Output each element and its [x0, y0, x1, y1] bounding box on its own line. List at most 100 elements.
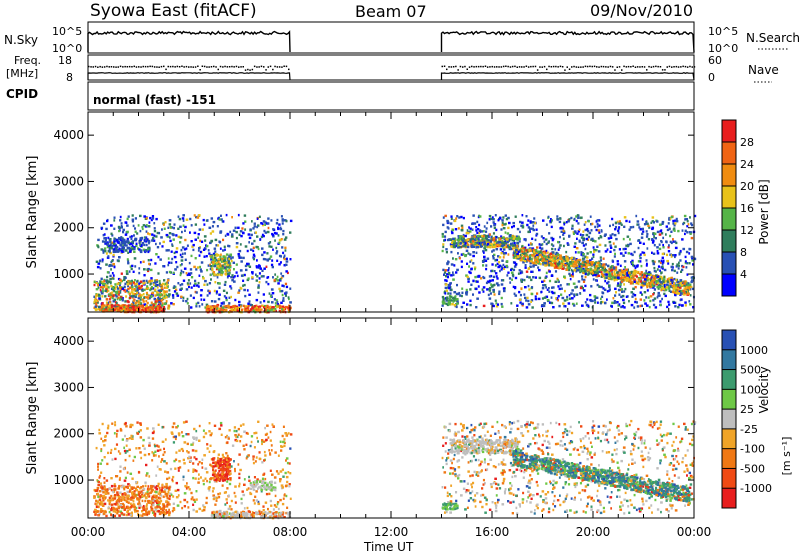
power-point — [247, 305, 250, 308]
power-point — [210, 265, 213, 268]
power-point — [635, 214, 638, 218]
power-point — [528, 257, 531, 261]
power-point — [449, 282, 452, 285]
power-point — [643, 253, 646, 257]
power-point — [235, 305, 239, 308]
power-point — [655, 274, 658, 277]
power-point — [619, 269, 623, 272]
power-point — [180, 269, 183, 272]
power-point — [109, 298, 111, 301]
freq-dot — [224, 65, 226, 68]
power-point — [557, 280, 560, 283]
freq-dot — [94, 65, 97, 68]
freq-dot — [167, 65, 169, 68]
power-point — [144, 237, 147, 240]
power-point — [469, 288, 472, 291]
power-point — [610, 268, 613, 272]
power-point — [127, 262, 130, 265]
power-point — [152, 304, 155, 307]
power-point — [203, 235, 207, 238]
power-point — [518, 240, 521, 243]
power-point — [248, 241, 251, 244]
power-point — [550, 274, 554, 277]
power-point — [589, 251, 592, 254]
power-point — [211, 269, 214, 272]
power-point — [527, 219, 530, 222]
power-point — [600, 230, 603, 233]
power-point — [489, 241, 493, 244]
power-point — [117, 259, 120, 263]
power-point — [565, 255, 568, 258]
power-point — [466, 241, 469, 244]
power-point — [180, 259, 184, 262]
power-point — [656, 246, 659, 249]
power-point — [534, 297, 538, 301]
power-point — [261, 253, 264, 257]
power-point — [596, 283, 599, 287]
power-point — [586, 227, 589, 231]
power-point — [550, 301, 554, 305]
power-point — [624, 266, 627, 269]
power-point — [570, 264, 573, 268]
power-point — [111, 259, 114, 263]
power-point — [494, 299, 497, 302]
power-point — [452, 278, 455, 281]
power-point — [206, 244, 209, 248]
power-point — [582, 238, 585, 241]
power-point — [551, 259, 555, 263]
power-point — [148, 280, 151, 283]
freq-dot — [452, 66, 455, 68]
power-point — [103, 247, 107, 250]
power-point — [659, 261, 662, 264]
power-point — [195, 291, 198, 294]
power-point — [476, 243, 479, 246]
power-point — [520, 253, 523, 256]
power-point — [267, 300, 270, 304]
power-point — [464, 234, 467, 238]
power-point — [677, 264, 680, 267]
power-point — [450, 245, 453, 248]
power-point — [144, 238, 147, 241]
power-point — [203, 247, 206, 250]
power-point — [596, 222, 599, 226]
power-point — [620, 295, 623, 299]
power-point — [452, 237, 455, 241]
power-point — [535, 232, 539, 236]
power-point — [552, 254, 555, 257]
power-point — [573, 217, 576, 221]
power-point — [661, 240, 663, 244]
power-point — [527, 303, 531, 306]
power-point — [620, 288, 624, 291]
power-point — [240, 234, 243, 238]
power-point — [99, 267, 102, 270]
power-point — [602, 274, 605, 278]
power-point — [107, 250, 110, 253]
power-point — [479, 245, 482, 248]
power-point — [521, 304, 524, 307]
power-point — [522, 224, 525, 227]
power-point — [632, 292, 635, 296]
power-point — [689, 303, 692, 306]
power-point — [249, 248, 253, 251]
freq-dot — [559, 65, 562, 68]
power-point — [289, 219, 293, 223]
power-point — [129, 304, 132, 307]
freq-dot — [274, 65, 276, 68]
power-point — [222, 263, 225, 267]
power-point — [486, 239, 489, 242]
power-point — [646, 233, 649, 236]
power-point — [107, 255, 110, 258]
power-point — [521, 254, 524, 257]
power-point — [651, 241, 655, 244]
power-point — [143, 215, 146, 218]
power-point — [487, 235, 490, 238]
power-point — [469, 303, 472, 307]
freq-dot — [539, 66, 541, 68]
power-point — [467, 231, 470, 235]
power-point — [285, 270, 288, 273]
power-point — [591, 271, 594, 275]
power-point — [669, 290, 673, 293]
freq-dot — [530, 65, 532, 68]
power-point — [634, 286, 637, 289]
power-point — [110, 304, 114, 307]
